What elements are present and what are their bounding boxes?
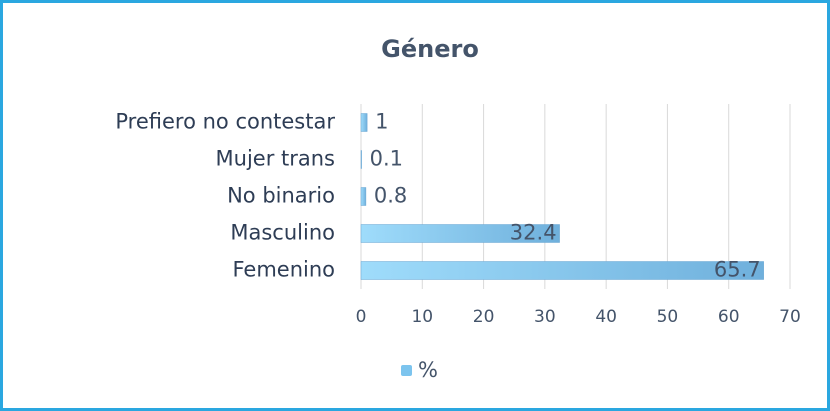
y-tick-label: Mujer trans bbox=[216, 147, 335, 171]
y-tick-label: No binario bbox=[227, 184, 335, 208]
x-tick-label: 0 bbox=[356, 307, 367, 327]
x-tick-label: 20 bbox=[473, 307, 495, 327]
x-tick-label: 30 bbox=[534, 307, 556, 327]
x-tick-label: 70 bbox=[779, 307, 801, 327]
bar bbox=[360, 261, 764, 280]
y-tick-label: Femenino bbox=[232, 258, 335, 282]
data-label: 1 bbox=[375, 110, 388, 134]
data-label: 65.7 bbox=[714, 258, 761, 282]
bar bbox=[360, 187, 367, 206]
legend-swatch bbox=[401, 365, 412, 376]
data-label: 0.8 bbox=[374, 184, 407, 208]
x-tick-label: 50 bbox=[657, 307, 679, 327]
chart-title: Género bbox=[381, 35, 479, 63]
x-tick-label: 10 bbox=[411, 307, 433, 327]
data-label: 0.1 bbox=[370, 147, 403, 171]
y-tick-label: Masculino bbox=[230, 221, 335, 245]
legend-label: % bbox=[418, 358, 438, 382]
data-label: 32.4 bbox=[510, 221, 557, 245]
bar bbox=[360, 150, 362, 169]
x-tick-label: 40 bbox=[595, 307, 617, 327]
x-tick-label: 60 bbox=[718, 307, 740, 327]
bar bbox=[360, 113, 368, 132]
bar bbox=[360, 224, 560, 243]
y-tick-label: Prefiero no contestar bbox=[115, 110, 335, 134]
